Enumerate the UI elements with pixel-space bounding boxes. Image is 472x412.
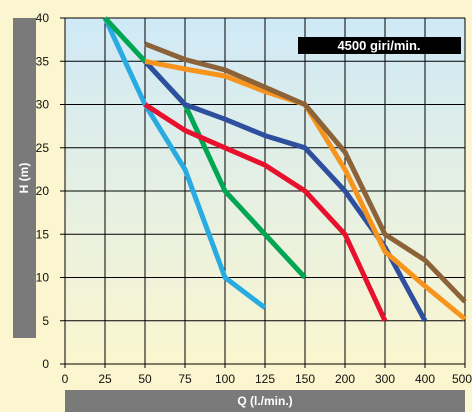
- x-tick-label: 0: [62, 372, 69, 386]
- x-tick-label: 75: [178, 372, 192, 386]
- x-tick-label: 50: [138, 372, 152, 386]
- series-line: [144, 41, 467, 304]
- x-tick-label: 100: [215, 372, 235, 386]
- x-tick-labels: 0 25 50 75 100 125 150 200 300 400 500: [62, 372, 472, 386]
- x-axis-title: Q (l./min.): [237, 394, 292, 408]
- y-tick-label: 30: [36, 98, 50, 112]
- speed-badge: [298, 37, 461, 54]
- series-line: [103, 16, 307, 280]
- series-lines: [102, 16, 467, 322]
- y-tick-label: 25: [36, 141, 50, 155]
- y-tick-label: 5: [42, 314, 49, 328]
- y-tick-labels: 0 5 10 15 20 25 30 35 40: [36, 11, 50, 371]
- y-tick-label: 40: [36, 11, 50, 25]
- y-axis-band: [13, 18, 36, 338]
- x-tick-label: 500: [452, 372, 472, 386]
- x-tick-label: 150: [295, 372, 315, 386]
- series-line: [143, 102, 388, 322]
- y-tick-label: 0: [42, 357, 49, 371]
- y-tick-label: 10: [36, 271, 50, 285]
- series-line: [102, 16, 267, 310]
- y-tick-label: 20: [36, 184, 50, 198]
- x-tick-label: 200: [335, 372, 355, 386]
- y-tick-label: 15: [36, 227, 50, 241]
- x-tick-label: 300: [375, 372, 395, 386]
- x-tick-label: 400: [415, 372, 435, 386]
- x-tick-label: 125: [255, 372, 275, 386]
- x-tick-label: 25: [98, 372, 112, 386]
- y-axis-title: H (m): [17, 163, 31, 194]
- y-tick-label: 35: [36, 54, 50, 68]
- x-axis-band: [65, 390, 465, 412]
- speed-badge-label: 4500 giri/min.: [337, 38, 420, 53]
